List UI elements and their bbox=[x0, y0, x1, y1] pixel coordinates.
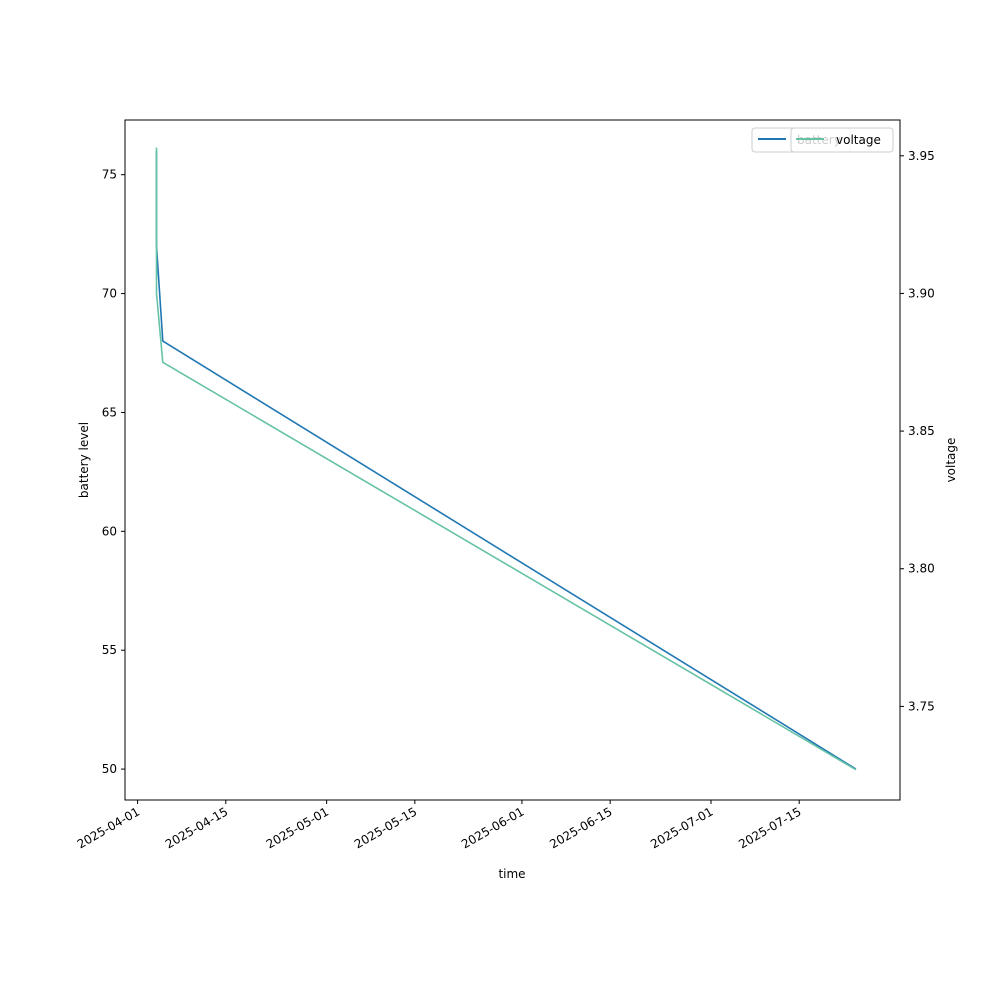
y2-tick-label: 3.80 bbox=[908, 562, 935, 576]
y-tick-label: 55 bbox=[102, 643, 117, 657]
y-tick-label: 75 bbox=[102, 168, 117, 182]
legend-voltage-label: voltage bbox=[836, 133, 881, 147]
y-tick-label: 60 bbox=[102, 524, 117, 538]
y-axis-label: battery level bbox=[77, 422, 91, 498]
legend-frame bbox=[790, 127, 894, 153]
axes-frame bbox=[124, 119, 901, 801]
y-tick-label: 65 bbox=[102, 405, 117, 419]
y2-tick-label: 3.75 bbox=[908, 699, 935, 713]
legend-voltage: voltage bbox=[790, 127, 894, 153]
plot-area bbox=[125, 120, 900, 800]
x-axis-label: time bbox=[498, 867, 525, 881]
axes-layer bbox=[124, 119, 901, 801]
series-layer bbox=[155, 147, 857, 771]
y2-tick-label: 3.95 bbox=[908, 149, 935, 163]
y-tick-label: 50 bbox=[102, 762, 117, 776]
y-axis-ticks: 50 55 60 65 70 75 bbox=[102, 168, 125, 776]
y2-tick-label: 3.90 bbox=[908, 286, 935, 300]
y-tick-label: 70 bbox=[102, 287, 117, 301]
y2-tick-label: 3.85 bbox=[908, 424, 935, 438]
y2-axis-label: voltage bbox=[944, 438, 958, 483]
series-line-voltage bbox=[155, 147, 857, 771]
y2-axis-ticks: 3.75 3.80 3.85 3.90 3.95 bbox=[900, 149, 935, 713]
